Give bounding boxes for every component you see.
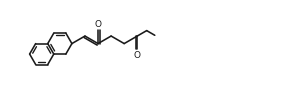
Text: O: O xyxy=(95,20,101,29)
Text: O: O xyxy=(134,51,141,60)
